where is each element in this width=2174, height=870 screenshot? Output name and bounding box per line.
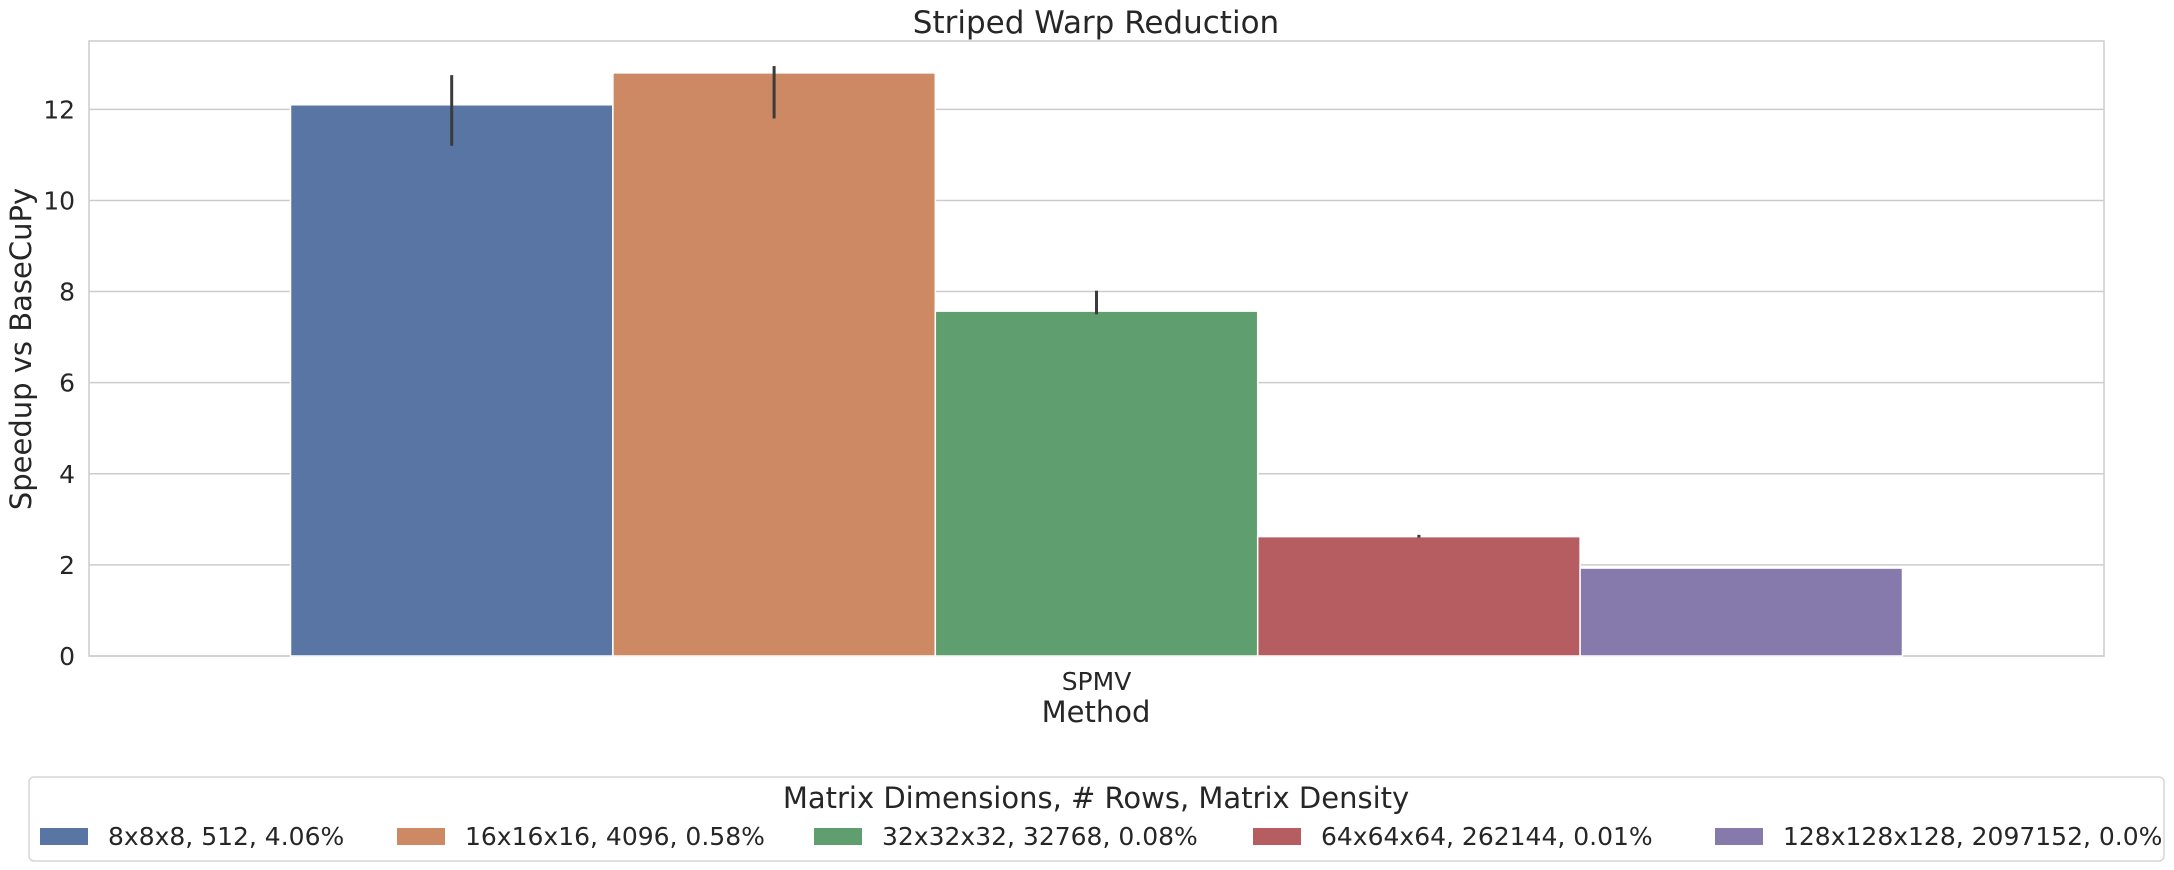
- legend-label: 32x32x32, 32768, 0.08%: [882, 822, 1198, 851]
- legend-label: 128x128x128, 2097152, 0.0%: [1783, 822, 2162, 851]
- legend-label: 8x8x8, 512, 4.06%: [108, 822, 344, 851]
- y-tick-label: 0: [59, 642, 75, 671]
- chart-title: Striped Warp Reduction: [913, 5, 1279, 41]
- legend-swatch: [1253, 828, 1301, 845]
- y-tick-label: 10: [43, 186, 75, 215]
- bar: [1256, 535, 1581, 657]
- y-tick-labels: 0 2 4 6 8 10 12: [43, 95, 75, 671]
- legend-box: [28, 776, 2165, 862]
- x-tick-labels: SPMV: [1062, 667, 1132, 696]
- legend-swatch: [397, 828, 445, 845]
- legend-swatch: [40, 828, 88, 845]
- x-tick-label: SPMV: [1062, 667, 1132, 696]
- x-axis-label: Method: [1042, 695, 1151, 729]
- bar: [934, 310, 1259, 657]
- legend-label: 16x16x16, 4096, 0.58%: [465, 822, 765, 851]
- legend-title: Matrix Dimensions, # Rows, Matrix Densit…: [783, 781, 1409, 815]
- y-tick-label: 8: [59, 278, 75, 307]
- y-axis-label: Speedup vs BaseCuPy: [4, 188, 38, 510]
- bars: [289, 72, 1904, 657]
- legend-items: 8x8x8, 512, 4.06% 16x16x16, 4096, 0.58% 32…: [40, 822, 2162, 851]
- y-tick-label: 2: [59, 551, 75, 580]
- legend-swatch: [814, 828, 862, 845]
- error-bars: [450, 66, 1421, 538]
- y-tick-label: 12: [43, 95, 75, 124]
- bar: [612, 72, 937, 657]
- legend-label: 64x64x64, 262144, 0.01%: [1321, 822, 1653, 851]
- legend: Matrix Dimensions, # Rows, Matrix Densit…: [28, 776, 2165, 862]
- bar: [1579, 567, 1904, 657]
- y-tick-label: 6: [59, 369, 75, 398]
- y-tick-label: 4: [59, 460, 75, 489]
- legend-swatch: [1715, 828, 1763, 845]
- bar: [289, 104, 614, 657]
